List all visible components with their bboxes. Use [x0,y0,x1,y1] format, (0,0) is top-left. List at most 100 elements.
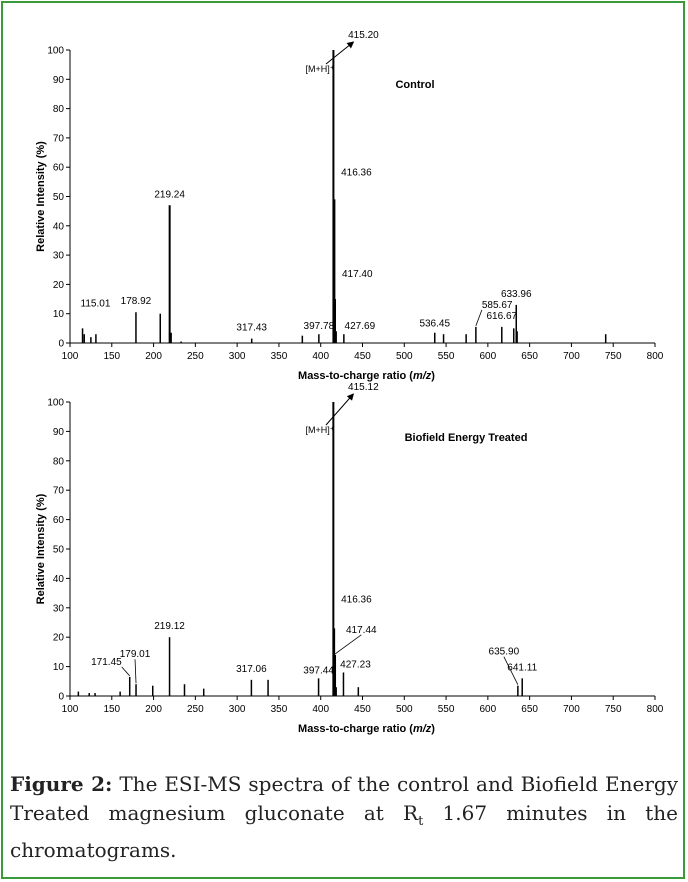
y-tick-label: 20 [53,633,65,644]
treated-spectrum-chart: 0 10 20 30 40 50 60 70 80 90 100 100 150 200 250 300 350… [35,382,664,735]
peak-label: 179.01 [120,649,151,660]
peak-label: 178.92 [121,296,152,307]
peak-label: 317.06 [236,664,267,675]
x-tick-label: 250 [187,351,204,362]
figure-label: Figure 2: [10,772,113,796]
x-tick-label: 700 [563,704,580,715]
peak-label: 397.78 [304,321,335,332]
control-spectrum-chart: 0 10 20 30 40 50 60 70 80 90 100 100 150 200 250 300 350… [35,30,664,382]
peak-label: 415.12 [348,382,379,393]
label-leader [475,309,483,327]
x-tick-label: 500 [396,351,413,362]
x-tick-label: 200 [145,704,162,715]
y-tick-label: 50 [53,545,65,556]
x-tick-label: 550 [438,351,455,362]
chart-title: Control [395,79,434,91]
y-tick-label: 30 [53,603,65,614]
peak-label: 219.24 [154,189,185,200]
peak-label: 416.36 [341,167,372,178]
ion-label: [M+H]⁺ [305,425,334,435]
y-tick-label: 70 [53,486,65,497]
x-tick-label: 600 [480,351,497,362]
peak-label: 641.11 [507,662,537,673]
x-tick-label: 800 [647,704,664,715]
x-tick-label: 150 [103,351,120,362]
y-tick-label: 0 [58,692,64,703]
y-tick-label: 30 [53,251,65,262]
x-tick-label: 600 [480,704,497,715]
y-tick-label: 80 [53,104,65,115]
caption-text-end: 1.67 minutes in the chromatograms. [10,801,678,862]
label-leader [335,634,362,655]
y-tick-label: 10 [53,662,65,673]
x-tick-label: 300 [229,704,246,715]
y-tick-label: 90 [53,427,65,438]
ion-arrow [325,393,355,426]
y-tick-label: 60 [53,163,65,174]
y-axis-label: Relative Intensity (%) [35,141,47,252]
y-tick-label: 70 [53,133,65,144]
x-tick-label: 100 [62,351,79,362]
peak-label: 415.20 [348,30,379,41]
y-tick-label: 100 [47,398,64,409]
peak-label: 417.40 [342,269,373,280]
caption-subscript: t [418,814,424,829]
x-tick-label: 100 [62,704,79,715]
x-tick-label: 650 [521,351,538,362]
peak-label: 115.01 [81,298,111,309]
x-tick-label: 150 [103,704,120,715]
y-tick-label: 80 [53,456,65,467]
x-tick-label: 700 [563,351,580,362]
x-axis-label: Mass-to-charge ratio (m/z) [298,370,435,382]
y-tick-label: 20 [53,280,65,291]
peak-label: 585.67 [482,300,513,311]
y-tick-label: 10 [53,309,65,320]
y-axis-label: Relative Intensity (%) [35,493,47,604]
x-tick-label: 750 [605,351,622,362]
y-tick-label: 40 [53,221,65,232]
caption-text: The ESI-MS spectra of the control and Bi… [10,772,678,825]
label-leader [121,666,131,677]
x-tick-label: 400 [312,351,329,362]
peak-label: 171.45 [91,657,122,668]
x-tick-label: 350 [271,351,288,362]
x-tick-label: 450 [354,351,371,362]
x-tick-label: 650 [521,704,538,715]
peak-label: 427.23 [340,659,371,670]
x-tick-label: 250 [187,704,204,715]
chart-title: Biofield Energy Treated [405,432,528,444]
peak-label: 416.36 [341,594,372,605]
x-tick-label: 750 [605,704,622,715]
x-tick-label: 200 [145,351,162,362]
y-tick-label: 50 [53,192,65,203]
peak-label: 536.45 [419,319,450,330]
x-tick-label: 300 [229,351,246,362]
y-tick-label: 60 [53,515,65,526]
label-leader [503,656,519,685]
peak-label: 397.44 [303,665,334,676]
peak-label: 219.12 [154,621,185,632]
y-tick-label: 100 [47,46,64,57]
x-tick-label: 450 [354,704,371,715]
figure-caption: Figure 2: The ESI-MS spectra of the cont… [10,770,678,865]
peak-label: 633.96 [501,289,532,300]
x-tick-label: 500 [396,704,413,715]
ion-arrow [325,41,355,65]
peak-label: 616.67 [486,311,517,322]
x-axis-label: Mass-to-charge ratio (m/z) [298,723,435,735]
x-tick-label: 800 [647,351,664,362]
peak-label: 317.43 [236,323,267,334]
peak-label: 635.90 [489,647,520,658]
y-tick-label: 0 [58,339,64,350]
y-tick-label: 40 [53,574,65,585]
y-tick-label: 90 [53,75,65,86]
x-tick-label: 350 [271,704,288,715]
x-tick-label: 550 [438,704,455,715]
peak-label: 417.44 [346,625,377,636]
x-tick-label: 400 [312,704,329,715]
label-leader [134,659,137,684]
peak-label: 427.69 [345,321,376,332]
ion-label: [M+H]⁺ [305,64,334,74]
